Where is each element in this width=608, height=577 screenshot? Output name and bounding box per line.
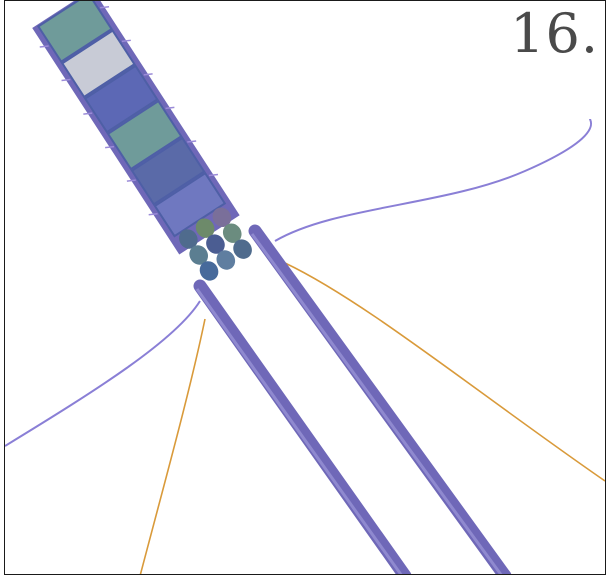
blue-thread-left [5, 300, 201, 447]
gold-thread-left [139, 318, 206, 574]
seed-beads [179, 207, 252, 281]
bracelet-photo [5, 1, 605, 574]
blue-thread-right [274, 118, 593, 242]
gold-thread-right [284, 262, 605, 482]
beaded-band [32, 1, 252, 281]
leather-cord-left [193, 279, 412, 574]
leather-cord-right [248, 224, 512, 574]
photo-frame: 16. [4, 0, 606, 575]
step-number-label: 16. [510, 2, 599, 65]
